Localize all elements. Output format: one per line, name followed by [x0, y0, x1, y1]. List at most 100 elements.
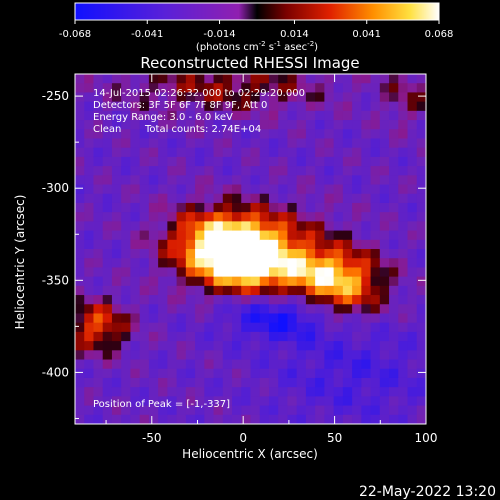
image-pixel [370, 83, 381, 94]
image-pixel [139, 295, 150, 305]
image-pixel [268, 129, 279, 140]
image-pixel [407, 156, 418, 167]
colorbar-ticks: -0.068 -0.041 -0.014 0.014 0.041 0.068 [59, 20, 453, 40]
image-pixel [250, 101, 261, 112]
image-pixel [259, 341, 270, 351]
image-pixel [379, 341, 390, 351]
image-pixel [185, 341, 196, 351]
image-pixel [250, 350, 261, 361]
image-pixel [324, 258, 335, 269]
image-pixel [75, 83, 85, 94]
image-pixel [148, 295, 159, 305]
image-pixel [222, 120, 233, 130]
image-pixel [84, 304, 95, 315]
image-pixel [287, 295, 298, 305]
image-pixel [333, 92, 344, 103]
image-pixel [389, 276, 399, 287]
image-pixel [139, 249, 150, 259]
image-pixel [296, 120, 307, 130]
image-pixel [213, 414, 224, 424]
image-pixel [84, 129, 95, 140]
image-pixel [324, 249, 335, 259]
image-pixel [75, 147, 85, 158]
image-pixel [250, 331, 261, 342]
image-pixel [296, 221, 307, 232]
image-pixel [352, 184, 362, 195]
image-pixel [232, 175, 242, 186]
image-pixel [241, 304, 252, 315]
image-pixel [259, 414, 270, 424]
image-pixel [75, 110, 85, 121]
image-pixel [278, 414, 289, 424]
image-pixel [102, 405, 113, 416]
image-pixel [268, 166, 279, 176]
image-pixel [204, 249, 215, 259]
image-pixel [84, 147, 95, 158]
image-pixel [232, 359, 242, 370]
image-pixel [407, 110, 418, 121]
image-pixel [241, 387, 252, 397]
image-pixel [389, 138, 399, 149]
image-pixel [213, 110, 224, 121]
image-pixel [268, 396, 279, 407]
image-pixel [93, 83, 104, 94]
image-pixel [195, 212, 205, 222]
image-pixel [315, 350, 325, 361]
image-pixel [158, 267, 168, 278]
image-pixel [398, 221, 409, 232]
image-pixel [111, 396, 122, 407]
image-pixel [158, 92, 168, 103]
image-pixel [342, 359, 353, 370]
image-pixel [158, 350, 168, 361]
image-pixel [379, 396, 390, 407]
image-pixel [158, 387, 168, 397]
image-pixel [93, 184, 104, 195]
image-pixel [93, 368, 104, 379]
image-pixel [389, 396, 399, 407]
image-pixel [259, 350, 270, 361]
image-pixel [268, 414, 279, 424]
image-pixel [130, 110, 141, 121]
image-pixel [268, 258, 279, 269]
image-pixel [352, 313, 362, 324]
image-pixel [204, 110, 215, 121]
image-pixel [268, 350, 279, 361]
image-pixel [324, 156, 335, 167]
image-pixel [102, 267, 113, 278]
image-pixel [296, 331, 307, 342]
image-pixel [222, 239, 233, 250]
image-pixel [315, 138, 325, 149]
image-pixel [361, 249, 372, 259]
image-pixel [379, 368, 390, 379]
image-pixel [130, 239, 141, 250]
image-pixel [296, 175, 307, 186]
image-pixel [278, 184, 289, 195]
image-pixel [287, 221, 298, 232]
image-pixel [167, 405, 178, 416]
image-pixel [75, 377, 85, 388]
image-pixel [278, 304, 289, 315]
image-pixel [268, 92, 279, 103]
image-pixel [361, 129, 372, 140]
image-pixel [204, 396, 215, 407]
image-pixel [250, 239, 261, 250]
image-pixel [176, 138, 187, 149]
image-pixel [342, 377, 353, 388]
image-pixel [398, 202, 409, 213]
image-pixel [93, 239, 104, 250]
image-pixel [139, 285, 150, 296]
image-pixel [361, 74, 372, 84]
colorbar-tick-label: -0.014 [203, 29, 235, 40]
image-pixel [278, 387, 289, 397]
image-pixel [361, 184, 372, 195]
image-pixel [111, 276, 122, 287]
image-pixel [185, 313, 196, 324]
image-pixel [84, 221, 95, 232]
image-pixel [379, 230, 390, 241]
plot-frame [74, 73, 427, 425]
image-pixel [315, 276, 325, 287]
image-pixel [222, 368, 233, 379]
image-pixel [213, 368, 224, 379]
image-pixel [139, 341, 150, 351]
image-pixel [352, 341, 362, 351]
